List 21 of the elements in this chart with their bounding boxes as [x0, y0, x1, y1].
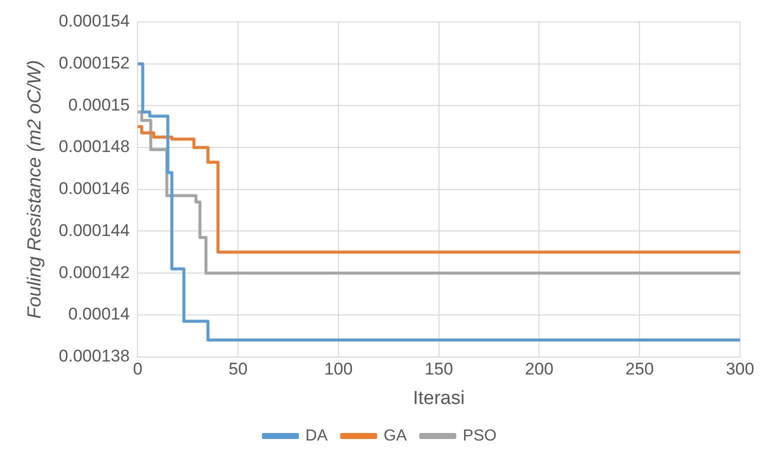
y-tick-label: 0.000144	[58, 220, 130, 240]
legend-label: PSO	[462, 427, 497, 444]
y-tick-label: 0.00015	[68, 95, 130, 114]
y-tick-label: 0.000146	[58, 179, 130, 198]
y-tick-label: 0.00014	[68, 304, 130, 324]
legend-label: GA	[384, 427, 408, 444]
y-tick-label: 0.000138	[58, 346, 130, 366]
x-tick-label: 150	[424, 360, 454, 379]
x-tick-label: 50	[228, 360, 248, 379]
y-tick-label: 0.000154	[58, 12, 130, 31]
x-tick-label: 100	[324, 360, 353, 379]
y-tick-label: 0.000148	[58, 137, 130, 156]
y-tick-label: 0.000142	[58, 262, 130, 282]
y-tick-label: 0.000152	[58, 54, 130, 73]
y-axis-title: Fouling Resistance (m2 oC/W)	[24, 60, 46, 319]
x-axis-title: Iterasi	[412, 388, 465, 409]
x-tick-label: 300	[726, 360, 754, 379]
x-tick-label: 250	[625, 360, 654, 379]
x-tick-label: 200	[525, 360, 554, 379]
legend-label: DA	[305, 427, 328, 444]
x-tick-label: 0	[132, 360, 142, 379]
